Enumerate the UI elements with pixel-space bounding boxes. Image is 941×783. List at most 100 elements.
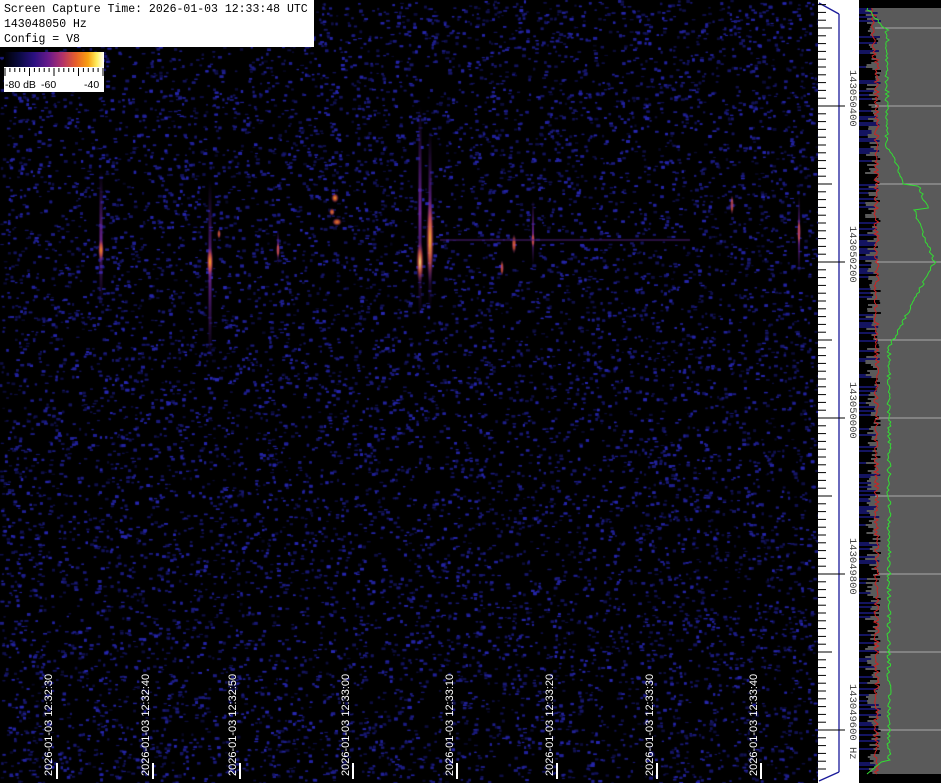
spectrum-bar — [859, 696, 866, 698]
spectrum-bar — [859, 726, 879, 728]
spectrum-bar — [859, 442, 868, 444]
spectrum-bar — [859, 404, 869, 406]
average-trace — [870, 7, 881, 775]
spectrum-bar — [859, 568, 872, 570]
spectrum-bar — [859, 510, 867, 512]
spectrum-bar — [859, 408, 875, 410]
spectrum-bar — [859, 306, 873, 308]
time-label: 2026-01-03 12:32:40 — [140, 674, 154, 776]
spectrum-bar — [859, 588, 872, 590]
spectrum-bar — [859, 130, 872, 132]
spectrum-bar — [859, 710, 878, 712]
spectrum-bar — [859, 332, 877, 334]
spectrum-bar — [859, 740, 880, 742]
time-tick — [239, 763, 241, 779]
spectrum-bar — [859, 558, 866, 560]
spectrum-bar — [859, 250, 876, 252]
spectrum-bar — [859, 762, 871, 764]
spectrum-bar — [859, 466, 876, 468]
spectrum-bar — [859, 322, 873, 324]
spectrum-bar — [859, 392, 871, 394]
spectrum-bar — [859, 44, 869, 46]
spectrum-bar — [859, 546, 873, 548]
spectrum-bar — [859, 112, 873, 114]
spectrum-bar — [859, 284, 870, 286]
spectrum-bar — [859, 534, 874, 536]
spectrum-bar — [859, 150, 880, 152]
spectrum-bar — [859, 744, 870, 746]
axis-corner — [818, 771, 840, 782]
spectrum-bar — [859, 12, 878, 14]
spectrum-bar — [859, 576, 881, 578]
time-label: 2026-01-03 12:33:40 — [748, 674, 762, 776]
spectrum-bar — [859, 158, 881, 160]
spectrum-bar — [859, 728, 879, 730]
spectrum-bar — [859, 170, 871, 172]
spectrum-bar — [859, 716, 869, 718]
spectrum-bar — [859, 54, 876, 56]
frequency-label-text: 143049800 — [846, 538, 858, 595]
spectrum-bar — [859, 74, 880, 76]
spectrum-bar — [859, 636, 879, 638]
spectrum-bar — [859, 46, 871, 48]
spectrum-bar — [859, 56, 877, 58]
spectrum-bar — [859, 38, 877, 40]
spectrum-bar — [859, 100, 881, 102]
spectrum-bar — [859, 102, 876, 104]
spectrum-bar — [859, 238, 874, 240]
colorbar-label-mid: -60 — [41, 79, 57, 91]
spectrum-bar — [859, 198, 874, 200]
spectrum-bar — [859, 668, 866, 670]
spectrum-bar — [859, 736, 881, 738]
spectrum-bar — [859, 478, 870, 480]
spectrum-bar — [859, 114, 874, 116]
spectrum-bar — [859, 352, 880, 354]
frequency-label: 143050400 — [845, 70, 859, 150]
spectrum-bar — [859, 684, 880, 686]
spectrum-bar — [859, 616, 871, 618]
spectrum-bar — [859, 416, 879, 418]
spectrum-bar — [859, 314, 874, 316]
spectrum-bar — [859, 750, 880, 752]
spectrum-bar — [859, 32, 871, 34]
time-label: 2026-01-03 12:33:30 — [644, 674, 658, 776]
spectrum-bar — [859, 472, 872, 474]
spectrum-bar — [859, 272, 874, 274]
spectrum-panel — [859, 0, 941, 783]
spectrum-bar — [859, 562, 876, 564]
spectrum-bar — [859, 708, 881, 710]
spectrum-bar — [859, 746, 879, 748]
spectrum-bar — [859, 244, 875, 246]
waterfall-spectrogram: Screen Capture Time: 2026-01-03 12:33:48… — [0, 0, 818, 783]
spectrum-bar — [859, 596, 874, 598]
spectrum-bar — [859, 378, 878, 380]
spectrum-bar — [859, 218, 879, 220]
spectrum-bar — [859, 584, 873, 586]
time-label-text: 2026-01-03 12:32:30 — [43, 673, 55, 776]
spectrum-bar — [859, 692, 877, 694]
spectrum-bar — [859, 666, 875, 668]
spectrum-bar — [859, 434, 876, 436]
spectrum-bar — [859, 246, 878, 248]
spectrum-bar — [859, 440, 878, 442]
time-label-text: 2026-01-03 12:32:50 — [227, 673, 239, 776]
spectrum-bar — [859, 164, 868, 166]
spectrum-bar — [859, 84, 868, 86]
spectrum-bar — [859, 674, 872, 676]
spectrum-bar — [859, 670, 881, 672]
spectrum-bar — [859, 292, 871, 294]
spectrum-bar — [859, 768, 869, 770]
spectrum-bar — [859, 274, 879, 276]
spectrum-bar — [859, 144, 879, 146]
spectrum-bar — [859, 356, 867, 358]
spectrum-bar — [859, 264, 871, 266]
spectrum-bar — [859, 338, 874, 340]
spectrum-bar — [859, 734, 873, 736]
spectrum-bar — [859, 334, 872, 336]
spectrum-bar — [859, 742, 879, 744]
spectrum-bar — [859, 520, 869, 522]
spectrum-bar — [859, 654, 871, 656]
frequency-label-text: 143050200 — [846, 226, 858, 283]
spectrum-bar — [859, 748, 874, 750]
spectrum-bar — [859, 400, 872, 402]
